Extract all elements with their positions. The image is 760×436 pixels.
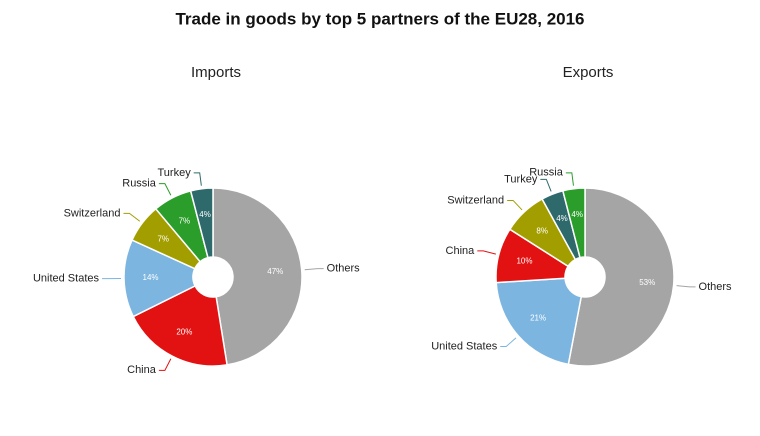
category-label: China <box>446 245 476 257</box>
leader-line <box>158 358 172 371</box>
category-label: Switzerland <box>447 194 504 206</box>
data-label: 21% <box>530 313 546 322</box>
leader-line <box>676 285 696 288</box>
category-label: Russia <box>122 178 157 190</box>
category-label: Others <box>327 263 361 275</box>
data-label: 7% <box>179 217 191 226</box>
category-label: China <box>127 364 157 376</box>
leader-line <box>123 212 141 222</box>
leader-line <box>565 172 574 186</box>
pie-hole <box>565 257 605 297</box>
data-label: 14% <box>143 273 159 282</box>
leader-line <box>507 199 523 211</box>
category-label: United States <box>431 340 498 352</box>
data-label: 4% <box>199 210 211 219</box>
category-label: Turkey <box>504 173 538 185</box>
data-label: 4% <box>556 214 568 223</box>
leader-line <box>304 268 324 271</box>
category-label: United States <box>33 273 100 285</box>
data-label: 4% <box>571 210 583 219</box>
leader-line <box>500 337 517 347</box>
data-label: 53% <box>639 278 655 287</box>
category-label: Switzerland <box>64 207 121 219</box>
data-label: 8% <box>536 227 548 236</box>
pie-title: Exports <box>563 64 614 81</box>
chart-title: Trade in goods by top 5 partners of the … <box>175 9 584 28</box>
category-label: Others <box>699 281 733 293</box>
leader-line <box>477 250 497 255</box>
data-label: 7% <box>157 234 169 243</box>
data-label: 20% <box>176 328 192 337</box>
data-label: 47% <box>267 267 283 276</box>
leader-line <box>193 172 202 186</box>
pie-hole <box>193 257 233 297</box>
category-label: Russia <box>529 167 564 179</box>
category-label: Turkey <box>157 167 191 179</box>
pie-title: Imports <box>191 64 241 81</box>
data-label: 10% <box>516 257 532 266</box>
leader-line <box>158 183 172 196</box>
leader-line <box>540 178 552 192</box>
